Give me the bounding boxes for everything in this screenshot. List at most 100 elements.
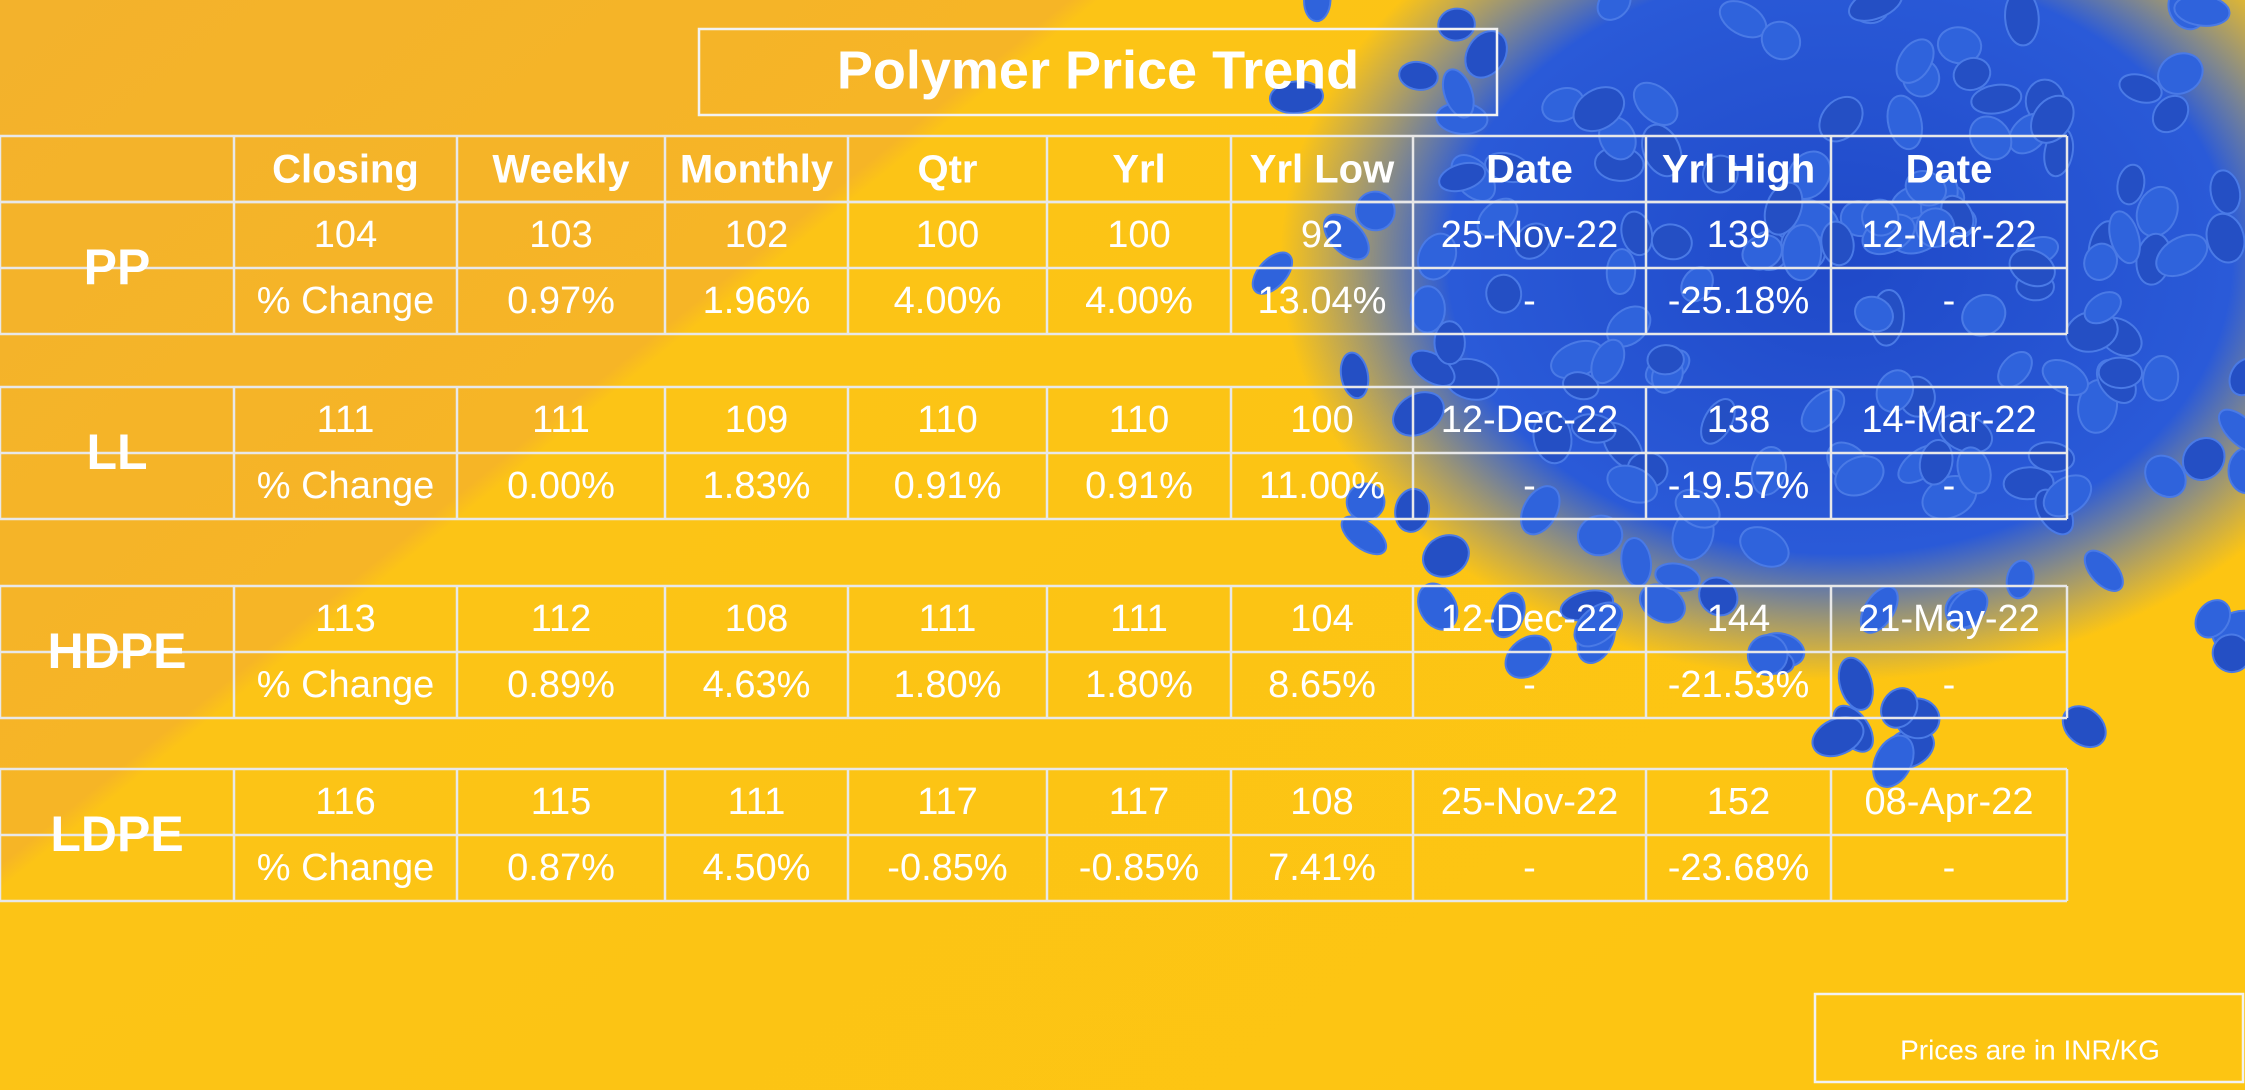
pellet bbox=[2157, 52, 2204, 95]
price-cell: 111 bbox=[317, 399, 375, 441]
pellet bbox=[1861, 198, 1900, 237]
pellet bbox=[2227, 446, 2245, 495]
price-cell: 104 bbox=[1290, 598, 1353, 640]
change-label: % Change bbox=[257, 280, 434, 322]
price-table: Closing Weekly Monthly Qtr Yrl Yrl Low Date Yrl… bbox=[0, 134, 2069, 903]
pellet bbox=[1848, 0, 1903, 22]
pellet bbox=[1606, 464, 1659, 504]
pellet bbox=[1739, 526, 1790, 568]
pellet bbox=[1680, 266, 1714, 303]
pellet bbox=[1572, 86, 1626, 133]
polymer-name: PP bbox=[84, 239, 151, 295]
price-cell: 108 bbox=[725, 598, 788, 640]
price-cell: 14-Mar-22 bbox=[1861, 399, 2036, 441]
pellet bbox=[1570, 413, 1617, 444]
change-cell: 1.80% bbox=[1085, 664, 1193, 706]
change-cell: -21.53% bbox=[1668, 664, 1810, 706]
change-cell: 4.50% bbox=[703, 847, 811, 889]
change-cell: - bbox=[1523, 280, 1536, 322]
pellet bbox=[1596, 0, 1632, 21]
price-cell: 144 bbox=[1707, 598, 1770, 640]
price-cell: 12-Dec-22 bbox=[1441, 399, 1618, 441]
price-cell: 102 bbox=[725, 214, 788, 256]
change-cell: 8.65% bbox=[1268, 664, 1376, 706]
column-header: Yrl Low bbox=[1250, 148, 1395, 192]
change-cell: 0.89% bbox=[507, 664, 615, 706]
pellet bbox=[1590, 338, 1626, 385]
pellet bbox=[1632, 81, 1679, 126]
pellet bbox=[1532, 410, 1573, 465]
pellet bbox=[1269, 80, 1324, 115]
change-cell: 0.87% bbox=[507, 847, 615, 889]
pellet bbox=[1303, 0, 1332, 23]
change-cell: 1.83% bbox=[703, 465, 811, 507]
change-cell: -23.68% bbox=[1668, 847, 1810, 889]
pellet bbox=[1392, 391, 1445, 437]
price-cell: 139 bbox=[1707, 214, 1770, 256]
pellet bbox=[1750, 445, 1787, 496]
price-cell: 08-Apr-22 bbox=[1865, 781, 2034, 823]
pellet bbox=[2142, 354, 2180, 402]
pellet bbox=[2030, 94, 2075, 144]
change-cell: - bbox=[1943, 280, 1956, 322]
pellet bbox=[1438, 161, 1487, 193]
pellet bbox=[1485, 273, 1523, 314]
price-cell: 111 bbox=[919, 598, 977, 640]
change-label: % Change bbox=[257, 465, 434, 507]
price-cell: 92 bbox=[1301, 214, 1343, 256]
pellet bbox=[1490, 591, 1526, 639]
change-label: % Change bbox=[257, 664, 434, 706]
pellet bbox=[2004, 0, 2040, 47]
pellet bbox=[1936, 26, 1983, 65]
pellet bbox=[2097, 356, 2144, 390]
change-cell: - bbox=[1943, 847, 1956, 889]
price-cell: 111 bbox=[1110, 598, 1168, 640]
price-cell: 111 bbox=[532, 399, 590, 441]
polymer-name: HDPE bbox=[48, 623, 187, 679]
pellet bbox=[1968, 115, 2013, 161]
pellet bbox=[1811, 716, 1865, 758]
change-cell: -19.57% bbox=[1668, 465, 1810, 507]
pellet bbox=[1818, 95, 1864, 143]
pellet bbox=[1997, 351, 2033, 389]
change-cell: -0.85% bbox=[887, 847, 1007, 889]
pellet bbox=[1956, 446, 1992, 495]
pellet bbox=[2217, 408, 2245, 454]
change-cell: - bbox=[1523, 847, 1536, 889]
pellet bbox=[1433, 320, 1466, 366]
change-cell: 1.96% bbox=[703, 280, 811, 322]
price-cell: 115 bbox=[531, 781, 592, 823]
pellet bbox=[1650, 223, 1693, 261]
price-cell: 110 bbox=[917, 399, 978, 441]
price-cell: 104 bbox=[314, 214, 377, 256]
price-cell: 116 bbox=[315, 781, 376, 823]
change-cell: - bbox=[1943, 664, 1956, 706]
column-header: Yrl bbox=[1112, 148, 1165, 192]
change-label: % Change bbox=[257, 847, 434, 889]
change-cell: -25.18% bbox=[1668, 280, 1810, 322]
change-cell: -0.85% bbox=[1079, 847, 1199, 889]
change-cell: - bbox=[1523, 664, 1536, 706]
price-cell: 117 bbox=[917, 781, 978, 823]
price-cell: 21-May-22 bbox=[1858, 598, 2040, 640]
price-cell: 113 bbox=[315, 598, 376, 640]
column-header: Weekly bbox=[492, 148, 630, 192]
change-cell: 4.63% bbox=[703, 664, 811, 706]
change-cell: 7.41% bbox=[1268, 847, 1376, 889]
title-box bbox=[697, 27, 1499, 117]
pellet bbox=[1961, 293, 2007, 337]
column-header: Date bbox=[1906, 148, 1993, 192]
pellet bbox=[2151, 94, 2190, 134]
pellet bbox=[1398, 60, 1439, 91]
column-header: Monthly bbox=[680, 148, 834, 192]
pellet bbox=[1895, 38, 1935, 84]
pellet bbox=[1504, 634, 1552, 679]
pellet bbox=[1437, 7, 1476, 42]
pellet bbox=[1562, 371, 1600, 401]
pellet bbox=[2083, 291, 2122, 325]
pellet bbox=[1952, 56, 1992, 92]
pellet bbox=[2135, 185, 2179, 238]
pellet bbox=[1441, 68, 1475, 119]
pellet bbox=[1800, 388, 1846, 433]
